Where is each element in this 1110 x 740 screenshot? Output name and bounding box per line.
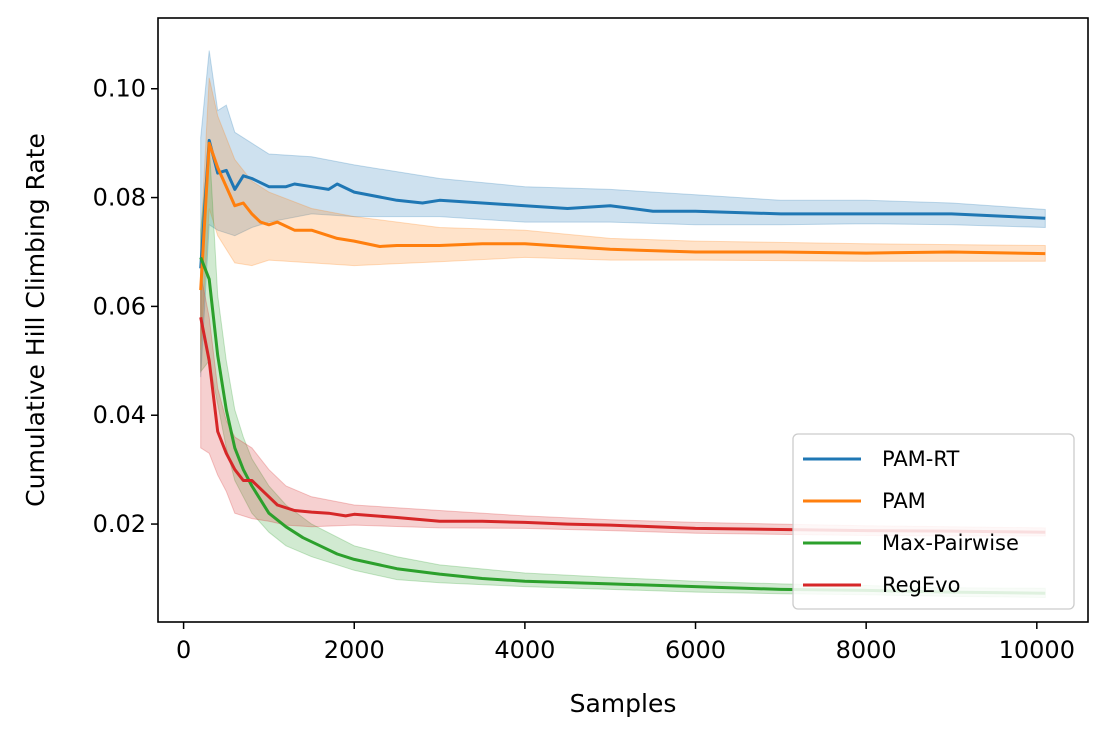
x-tick-label: 6000: [665, 636, 726, 664]
x-tick-label: 2000: [324, 636, 385, 664]
plot-frame: [157, 17, 1089, 623]
legend-label-regevo: RegEvo: [882, 573, 960, 597]
pam-rt-line: [199, 138, 1046, 269]
y-tick-label: 0.04: [93, 401, 146, 429]
y-tick-label: 0.08: [93, 184, 146, 212]
x-axis-label: Samples: [570, 689, 677, 718]
series-lines: [199, 138, 1046, 595]
y-tick-label: 0.10: [93, 75, 146, 103]
y-tick-label: 0.02: [93, 510, 146, 538]
legend-label-pam: PAM: [882, 489, 926, 513]
pam-band: [200, 77, 1046, 350]
x-tick-label: 4000: [494, 636, 555, 664]
max-pairwise-line: [199, 256, 1046, 595]
x-tick-label: 8000: [836, 636, 897, 664]
y-tick-label: 0.06: [93, 292, 146, 320]
legend-label-max-pairwise: Max-Pairwise: [882, 531, 1019, 555]
legend-label-pam-rt: PAM-RT: [882, 447, 959, 471]
pam-line: [199, 141, 1046, 291]
x-tick-label: 0: [176, 636, 191, 664]
x-tick-label: 10000: [999, 636, 1075, 664]
pam-rt-band: [200, 50, 1046, 378]
y-axis-ticks: 0.02 0.04 0.06 0.08 0.10: [93, 75, 158, 538]
legend: PAM-RT PAM Max-Pairwise RegEvo: [792, 433, 1075, 610]
x-axis-ticks: 0 2000 4000 6000 8000 10000: [176, 622, 1075, 664]
y-axis-label: Cumulative Hill Climbing Rate: [21, 133, 50, 507]
regevo-line: [199, 317, 1046, 534]
legend-box: [792, 433, 1075, 610]
